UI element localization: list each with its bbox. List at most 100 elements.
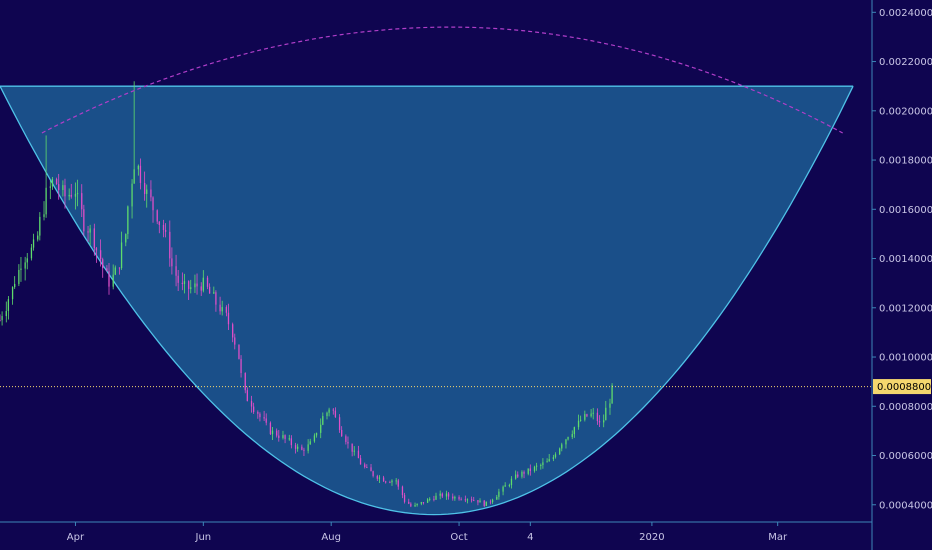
- candle: [592, 407, 594, 420]
- candle-body: [133, 169, 135, 184]
- candle: [206, 275, 209, 290]
- candle: [347, 436, 349, 449]
- candle-body: [18, 269, 20, 284]
- candle: [162, 219, 165, 238]
- candle: [114, 265, 116, 276]
- cup-pattern[interactable]: [0, 85, 854, 516]
- candle-body: [271, 430, 274, 435]
- candle: [414, 502, 416, 508]
- candle: [158, 221, 160, 234]
- candle: [58, 173, 60, 200]
- candle-body: [221, 307, 223, 312]
- candle: [326, 411, 328, 420]
- x-tick-label: Mar: [768, 532, 788, 543]
- candle-body: [62, 185, 64, 191]
- candle: [385, 480, 387, 484]
- candle: [276, 428, 278, 438]
- candle: [445, 490, 448, 500]
- candle-body: [68, 194, 70, 197]
- candle: [127, 205, 129, 240]
- candle-body: [458, 496, 460, 500]
- candle: [565, 438, 567, 449]
- candle: [351, 443, 353, 457]
- candle: [460, 497, 462, 501]
- candle-body: [347, 441, 349, 444]
- candle-body: [282, 435, 284, 438]
- candle: [548, 454, 550, 462]
- candle: [372, 470, 374, 478]
- candle-body: [435, 495, 437, 500]
- candle: [479, 498, 481, 503]
- candle-body: [332, 409, 334, 411]
- x-tick-label: Apr: [67, 532, 85, 543]
- candle-body: [586, 414, 588, 417]
- candlesticks: [0, 81, 613, 508]
- candle: [11, 286, 14, 305]
- candle: [403, 492, 406, 504]
- x-tick-label: 2020: [639, 532, 664, 543]
- candle: [546, 458, 548, 463]
- candle: [552, 454, 555, 462]
- candle-body: [162, 224, 165, 231]
- candle: [466, 498, 469, 504]
- y-tick-label: 0.0022000: [879, 57, 932, 68]
- candle-body: [364, 464, 366, 468]
- candle-body: [540, 464, 542, 466]
- candle: [529, 464, 531, 476]
- candle-body: [498, 491, 500, 497]
- candle: [227, 303, 230, 330]
- candle-body: [14, 283, 16, 288]
- candle-body: [353, 450, 355, 452]
- candle: [408, 498, 410, 505]
- candle-body: [20, 268, 22, 270]
- candle-body: [596, 412, 599, 422]
- candle-body: [240, 358, 242, 374]
- candle-body: [548, 459, 550, 462]
- candle: [196, 273, 198, 295]
- candle-body: [422, 502, 425, 504]
- candle-body: [30, 247, 33, 259]
- candle: [458, 495, 460, 501]
- candle: [464, 495, 466, 503]
- candle-body: [533, 466, 536, 471]
- candle-body: [290, 438, 293, 446]
- candle: [590, 409, 592, 418]
- candle: [485, 501, 487, 507]
- candle-body: [489, 501, 492, 503]
- candle: [598, 415, 601, 428]
- candle-body: [196, 283, 198, 287]
- candle-body: [238, 344, 240, 359]
- candle-body: [433, 498, 435, 500]
- x-tick-label: 4: [527, 532, 533, 543]
- candle-body: [120, 242, 123, 269]
- candle: [376, 474, 378, 482]
- candle-body: [181, 282, 184, 285]
- candle: [573, 426, 575, 438]
- candle-body: [577, 420, 580, 428]
- candle-body: [297, 446, 299, 449]
- candle-body: [55, 179, 58, 185]
- candle-body: [408, 501, 410, 504]
- candle: [146, 184, 148, 208]
- candle-body: [265, 418, 267, 423]
- candle-body: [169, 231, 171, 259]
- candle: [382, 475, 385, 482]
- cup-curve[interactable]: [0, 85, 854, 516]
- candle-body: [5, 310, 7, 317]
- candle: [395, 478, 397, 485]
- candle-body: [83, 209, 85, 232]
- candle: [345, 434, 347, 445]
- candle-body: [584, 414, 586, 420]
- candle-body: [225, 307, 228, 313]
- y-tick-label: 0.0006000: [879, 451, 932, 462]
- candle: [112, 264, 114, 290]
- candle: [397, 478, 399, 490]
- y-tick-label: 0.0018000: [879, 156, 932, 167]
- candle: [120, 231, 123, 270]
- candle: [542, 458, 544, 469]
- candle-body: [219, 304, 221, 312]
- candle: [194, 274, 196, 294]
- candle: [315, 432, 318, 438]
- candle: [328, 407, 330, 417]
